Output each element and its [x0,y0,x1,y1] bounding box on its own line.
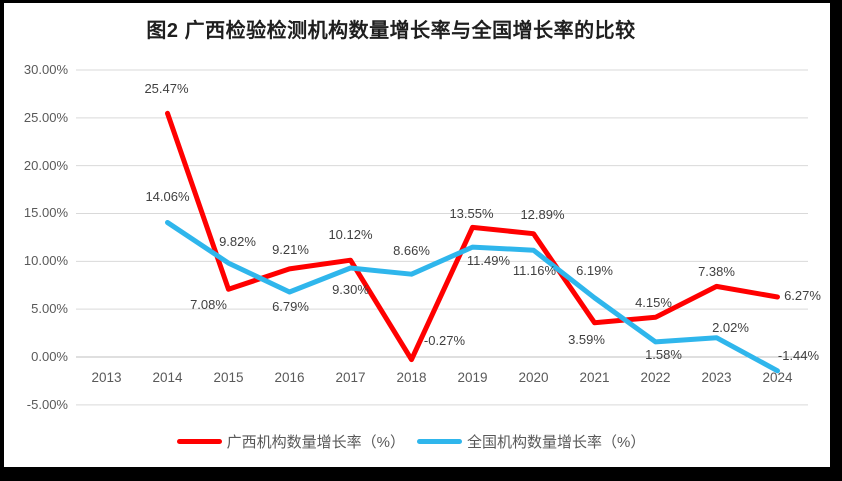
x-tick-label: 2020 [518,370,549,385]
y-tick-label: -5.00% [26,396,68,412]
y-tick-label: 25.00% [23,109,68,125]
frame-border-bottom [0,467,842,481]
y-tick-label: 20.00% [23,157,68,173]
x-tick-label: 2013 [91,370,122,385]
data-label-national: 2.02% [712,319,749,335]
y-tick-label: 5.00% [31,301,68,317]
data-label-national: 6.79% [272,299,309,315]
y-tick-label: 30.00% [23,61,68,77]
legend-swatch-national-line [417,438,462,444]
data-label-national: 8.66% [393,243,430,259]
x-tick-label: 2015 [213,370,244,385]
data-label-guangxi: 13.55% [449,206,494,222]
x-tick-label: 2018 [396,370,427,385]
legend-label-national: 全国机构数量增长率（%） [467,433,646,451]
x-tick-label: 2024 [762,370,793,385]
data-label-national: 9.30% [332,282,369,298]
series-line-national [165,220,780,374]
frame-border-top [0,0,842,3]
data-label-guangxi: 7.08% [190,297,227,313]
data-label-national: 11.16% [512,263,557,279]
data-label-national: 1.58% [645,346,682,362]
data-label-guangxi: 12.89% [520,206,565,222]
data-label-guangxi: 9.21% [272,241,309,257]
x-tick-label: 2014 [152,370,183,385]
data-label-national: 6.19% [576,262,613,278]
y-tick-label: 10.00% [23,253,68,269]
data-label-guangxi: 3.59% [568,331,605,347]
data-label-guangxi: 4.15% [635,295,672,311]
legend-swatch-guangxi-line [176,438,222,444]
data-label-guangxi: 6.27% [784,288,821,304]
legend-item-guangxi: 广西机构数量增长率（%） [176,431,405,452]
x-tick-label: 2019 [457,370,488,385]
data-label-national: 9.82% [219,234,256,250]
legend: 广西机构数量增长率（%） 全国机构数量增长率（%） [0,431,832,451]
y-tick-label: 15.00% [23,205,68,221]
legend-label-guangxi: 广西机构数量增长率（%） [226,433,405,451]
data-label-national: 11.49% [466,253,511,269]
x-tick-label: 2022 [640,370,671,385]
y-tick-label: 0.00% [31,349,68,364]
data-label-guangxi: -0.27% [423,332,466,348]
data-label-national: -1.44% [777,347,820,363]
frame-border-left [0,0,4,481]
frame-border-right [830,0,842,481]
data-label-guangxi: 7.38% [698,264,735,280]
x-tick-label: 2017 [335,370,366,385]
x-tick-label: 2021 [579,370,610,385]
data-label-guangxi: 25.47% [144,81,189,97]
x-tick-label: 2023 [701,370,732,385]
data-label-guangxi: 10.12% [328,227,373,243]
legend-item-national: 全国机构数量增长率（%） [417,431,645,452]
x-tick-label: 2016 [274,370,305,385]
data-label-national: 14.06% [145,189,190,205]
series-line-guangxi [165,110,780,363]
chart-title: 图2 广西检验检测机构数量增长率与全国增长率的比较 [146,20,636,42]
